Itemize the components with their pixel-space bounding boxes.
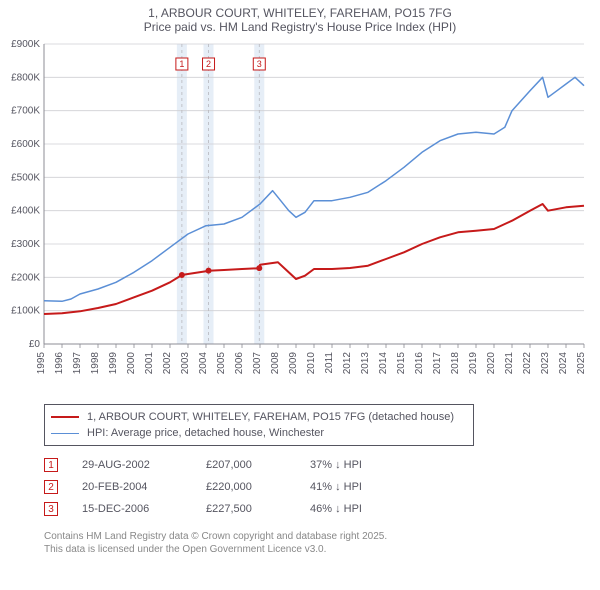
svg-text:2014: 2014 bbox=[378, 352, 389, 375]
legend-row: 1, ARBOUR COURT, WHITELEY, FAREHAM, PO15… bbox=[51, 409, 467, 425]
svg-text:£200K: £200K bbox=[11, 272, 40, 283]
svg-text:£700K: £700K bbox=[11, 106, 40, 117]
svg-text:2017: 2017 bbox=[432, 352, 443, 375]
legend-label: 1, ARBOUR COURT, WHITELEY, FAREHAM, PO15… bbox=[87, 411, 454, 423]
footer-attribution: Contains HM Land Registry data © Crown c… bbox=[44, 530, 592, 556]
legend-label: HPI: Average price, detached house, Winc… bbox=[87, 427, 324, 439]
svg-text:1998: 1998 bbox=[90, 352, 101, 375]
event-delta: 37% ↓ HPI bbox=[310, 459, 400, 471]
legend-swatch bbox=[51, 433, 79, 434]
svg-text:2001: 2001 bbox=[144, 352, 155, 375]
title-line-1: 1, ARBOUR COURT, WHITELEY, FAREHAM, PO15… bbox=[8, 6, 592, 20]
svg-text:2002: 2002 bbox=[162, 352, 173, 375]
svg-text:2006: 2006 bbox=[234, 352, 245, 375]
svg-text:2023: 2023 bbox=[540, 352, 551, 375]
svg-text:2009: 2009 bbox=[288, 352, 299, 375]
title-line-2: Price paid vs. HM Land Registry's House … bbox=[8, 20, 592, 34]
legend: 1, ARBOUR COURT, WHITELEY, FAREHAM, PO15… bbox=[44, 404, 474, 446]
svg-text:2025: 2025 bbox=[576, 352, 587, 375]
svg-text:2015: 2015 bbox=[396, 352, 407, 375]
svg-text:2019: 2019 bbox=[468, 352, 479, 375]
svg-text:2024: 2024 bbox=[558, 352, 569, 375]
svg-text:£300K: £300K bbox=[11, 239, 40, 250]
svg-text:£800K: £800K bbox=[11, 72, 40, 83]
events-table: 1 29-AUG-2002 £207,000 37% ↓ HPI 2 20-FEB-200… bbox=[44, 454, 474, 520]
price-chart: £0 £100K £200K £300K £400K £500K £600K £700K £80… bbox=[8, 38, 592, 398]
svg-text:2022: 2022 bbox=[522, 352, 533, 375]
svg-text:£900K: £900K bbox=[11, 39, 40, 50]
event-price: £207,000 bbox=[206, 459, 286, 471]
svg-text:2011: 2011 bbox=[324, 352, 335, 374]
event-marker: 3 bbox=[44, 502, 58, 516]
svg-text:2012: 2012 bbox=[342, 352, 353, 375]
event-price: £220,000 bbox=[206, 481, 286, 493]
event-date: 29-AUG-2002 bbox=[82, 459, 182, 471]
svg-text:1995: 1995 bbox=[36, 352, 47, 375]
svg-text:2005: 2005 bbox=[216, 352, 227, 375]
event-row: 2 20-FEB-2004 £220,000 41% ↓ HPI bbox=[44, 476, 474, 498]
svg-text:1: 1 bbox=[179, 59, 184, 69]
legend-row: HPI: Average price, detached house, Winc… bbox=[51, 425, 467, 441]
event-delta: 46% ↓ HPI bbox=[310, 503, 400, 515]
svg-text:2: 2 bbox=[206, 59, 211, 69]
svg-text:£500K: £500K bbox=[11, 172, 40, 183]
svg-text:2004: 2004 bbox=[198, 352, 209, 375]
svg-text:1997: 1997 bbox=[72, 352, 83, 375]
legend-swatch bbox=[51, 416, 79, 418]
svg-text:1996: 1996 bbox=[54, 352, 65, 375]
svg-text:£600K: £600K bbox=[11, 139, 40, 150]
svg-text:2010: 2010 bbox=[306, 352, 317, 375]
svg-text:2003: 2003 bbox=[180, 352, 191, 375]
svg-text:2007: 2007 bbox=[252, 352, 263, 375]
footer-line-2: This data is licensed under the Open Gov… bbox=[44, 543, 592, 556]
svg-text:2013: 2013 bbox=[360, 352, 371, 375]
svg-text:£0: £0 bbox=[29, 339, 41, 350]
svg-text:2000: 2000 bbox=[126, 352, 137, 375]
svg-text:1999: 1999 bbox=[108, 352, 119, 375]
svg-text:£400K: £400K bbox=[11, 206, 40, 217]
svg-text:2016: 2016 bbox=[414, 352, 425, 375]
event-row: 1 29-AUG-2002 £207,000 37% ↓ HPI bbox=[44, 454, 474, 476]
event-date: 15-DEC-2006 bbox=[82, 503, 182, 515]
svg-text:2020: 2020 bbox=[486, 352, 497, 375]
chart-container: 1, ARBOUR COURT, WHITELEY, FAREHAM, PO15… bbox=[0, 0, 600, 560]
chart-area: £0 £100K £200K £300K £400K £500K £600K £700K £80… bbox=[8, 38, 592, 398]
event-date: 20-FEB-2004 bbox=[82, 481, 182, 493]
footer-line-1: Contains HM Land Registry data © Crown c… bbox=[44, 530, 592, 543]
event-marker: 1 bbox=[44, 458, 58, 472]
svg-text:£100K: £100K bbox=[11, 306, 40, 317]
event-price: £227,500 bbox=[206, 503, 286, 515]
event-row: 3 15-DEC-2006 £227,500 46% ↓ HPI bbox=[44, 498, 474, 520]
event-delta: 41% ↓ HPI bbox=[310, 481, 400, 493]
svg-text:2018: 2018 bbox=[450, 352, 461, 375]
svg-text:3: 3 bbox=[257, 59, 262, 69]
svg-text:2021: 2021 bbox=[504, 352, 515, 375]
event-marker: 2 bbox=[44, 480, 58, 494]
title-block: 1, ARBOUR COURT, WHITELEY, FAREHAM, PO15… bbox=[8, 6, 592, 34]
svg-text:2008: 2008 bbox=[270, 352, 281, 375]
